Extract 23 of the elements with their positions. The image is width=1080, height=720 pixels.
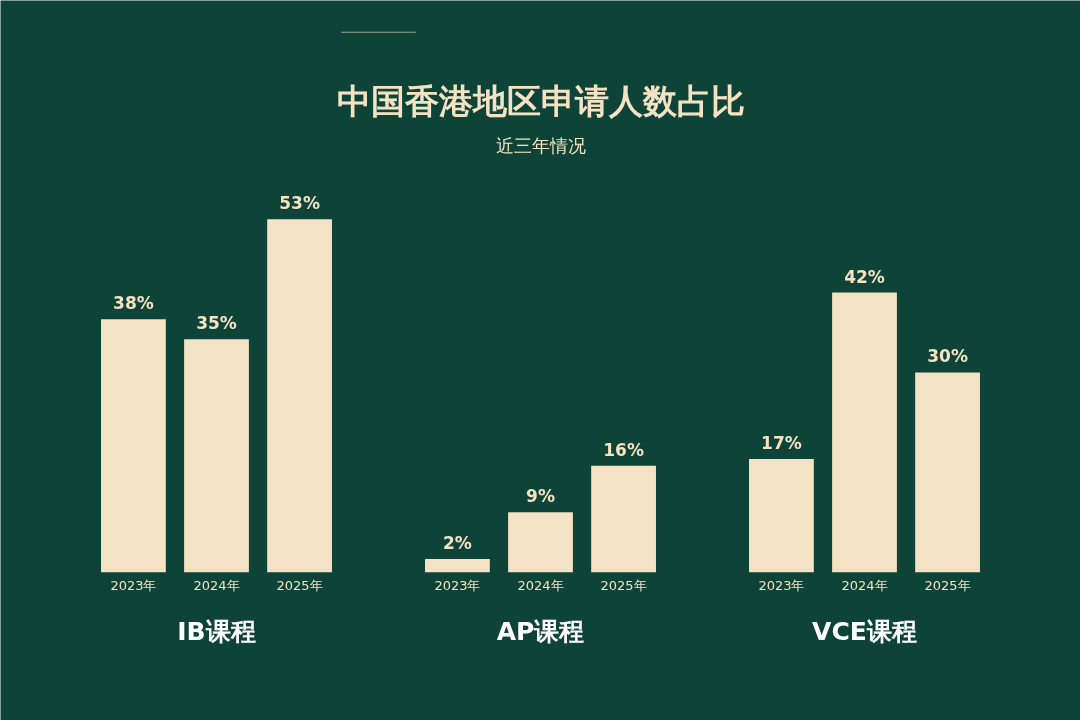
x-tick-label: 2023年 (758, 578, 805, 594)
data-label: 53% (279, 193, 320, 214)
text: VCE课程 (812, 617, 917, 647)
x-tick-label: 2024年 (841, 578, 888, 594)
x-tick-label: 2025年 (600, 578, 647, 594)
text: IB课程 (177, 617, 256, 647)
chart-title: 中国香港地区申请人数占比 (336, 80, 745, 121)
data-label: 42% (844, 266, 885, 287)
x-tick-label: 2023年 (434, 578, 481, 594)
data-label: 9% (526, 486, 555, 507)
x-tick-label: 2023年 (110, 578, 157, 594)
data-label: 16% (603, 439, 644, 460)
chart-subtitle: 近三年情况 (495, 135, 586, 156)
data-label: 2% (442, 532, 472, 553)
x-tick-label: 2025年 (276, 578, 323, 594)
x-tick-label: 2024年 (517, 578, 564, 594)
data-label: 17% (761, 433, 802, 454)
text: AP课程 (496, 617, 585, 647)
x-tick-label: 2024年 (193, 578, 240, 594)
data-label: 30% (927, 346, 968, 367)
x-tick-label: 2025年 (924, 578, 971, 594)
data-label: 35% (196, 313, 237, 334)
data-label: 38% (113, 293, 154, 314)
